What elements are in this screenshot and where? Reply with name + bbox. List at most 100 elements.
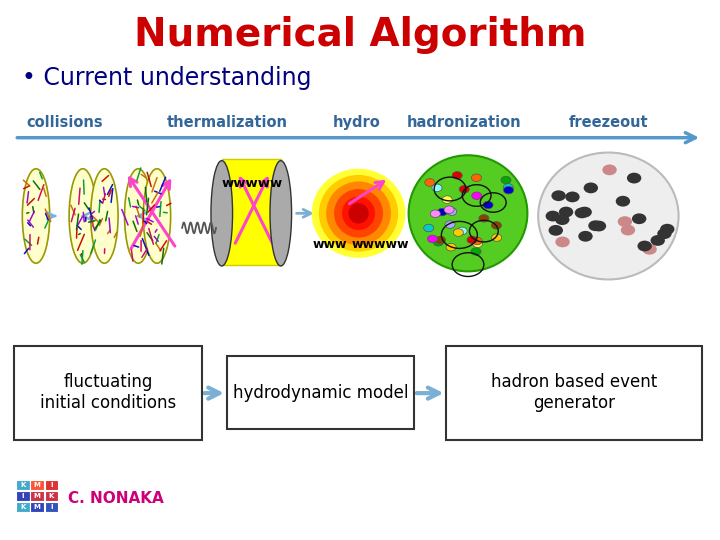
Text: hydro: hydro — [333, 114, 380, 130]
Ellipse shape — [319, 175, 398, 252]
Circle shape — [472, 192, 482, 200]
Bar — [45, 491, 58, 501]
Text: K: K — [20, 504, 25, 510]
Circle shape — [483, 201, 493, 209]
Text: Numerical Algorithm: Numerical Algorithm — [134, 16, 586, 54]
Text: C. NONAKA: C. NONAKA — [68, 491, 163, 507]
Bar — [30, 480, 44, 490]
Ellipse shape — [22, 168, 50, 263]
Circle shape — [660, 224, 675, 234]
Ellipse shape — [348, 203, 369, 224]
Ellipse shape — [125, 168, 152, 263]
Circle shape — [650, 235, 665, 246]
Text: hydrodynamic model: hydrodynamic model — [233, 384, 408, 402]
Bar — [45, 502, 58, 512]
Text: M: M — [34, 504, 40, 510]
Bar — [16, 502, 30, 512]
Circle shape — [471, 248, 481, 255]
Circle shape — [588, 220, 603, 231]
Text: hadron based event
generator: hadron based event generator — [491, 374, 657, 412]
Circle shape — [621, 225, 635, 235]
Circle shape — [549, 225, 563, 236]
Text: I: I — [22, 493, 24, 499]
Text: freezeout: freezeout — [569, 114, 648, 130]
Text: I: I — [50, 504, 53, 510]
Ellipse shape — [69, 168, 96, 263]
Circle shape — [459, 186, 469, 193]
Circle shape — [431, 210, 441, 218]
Circle shape — [437, 208, 447, 216]
Circle shape — [565, 192, 580, 202]
Circle shape — [454, 229, 464, 237]
Circle shape — [575, 207, 589, 218]
Circle shape — [577, 207, 592, 218]
Circle shape — [442, 196, 452, 204]
Circle shape — [578, 231, 593, 242]
Circle shape — [446, 208, 456, 215]
Circle shape — [637, 241, 652, 252]
Circle shape — [472, 237, 482, 245]
Circle shape — [452, 172, 462, 179]
Text: hadronization: hadronization — [407, 114, 522, 130]
Circle shape — [592, 221, 606, 232]
Ellipse shape — [270, 161, 292, 266]
Ellipse shape — [538, 152, 679, 280]
Text: wwwww: wwwww — [221, 177, 283, 190]
Circle shape — [559, 207, 573, 218]
Circle shape — [618, 216, 632, 227]
Bar — [30, 502, 44, 512]
Text: M: M — [34, 482, 40, 488]
Text: I: I — [50, 482, 53, 488]
Text: fluctuating
initial conditions: fluctuating initial conditions — [40, 374, 176, 412]
Text: K: K — [20, 482, 25, 488]
Ellipse shape — [211, 161, 233, 266]
Circle shape — [467, 236, 477, 244]
Circle shape — [492, 234, 502, 241]
Text: wwwww: wwwww — [351, 238, 409, 251]
Circle shape — [479, 214, 489, 222]
Circle shape — [433, 239, 444, 246]
Circle shape — [423, 224, 433, 232]
Ellipse shape — [409, 156, 527, 271]
Bar — [16, 480, 30, 490]
Bar — [14, 346, 202, 440]
Circle shape — [436, 236, 446, 244]
Circle shape — [503, 184, 513, 191]
Text: www: www — [312, 238, 347, 251]
Circle shape — [657, 228, 672, 239]
Circle shape — [445, 221, 455, 228]
Ellipse shape — [91, 168, 118, 263]
Circle shape — [555, 237, 570, 247]
Circle shape — [552, 190, 566, 201]
Bar — [45, 480, 58, 490]
Ellipse shape — [143, 168, 171, 263]
Text: K: K — [49, 493, 54, 499]
Circle shape — [616, 196, 630, 207]
Circle shape — [428, 235, 438, 242]
Ellipse shape — [312, 168, 405, 258]
Text: collisions: collisions — [27, 114, 103, 130]
Circle shape — [432, 184, 442, 192]
Ellipse shape — [334, 189, 383, 238]
Circle shape — [584, 183, 598, 193]
Bar — [16, 491, 30, 501]
Bar — [227, 356, 414, 429]
Text: • Current understanding: • Current understanding — [22, 66, 311, 90]
Circle shape — [503, 186, 513, 194]
Circle shape — [546, 211, 560, 221]
Circle shape — [642, 244, 657, 255]
Circle shape — [472, 240, 482, 247]
Circle shape — [603, 165, 617, 176]
Circle shape — [491, 221, 501, 229]
Bar — [30, 491, 44, 501]
Circle shape — [472, 174, 482, 181]
Circle shape — [444, 206, 454, 213]
Ellipse shape — [326, 181, 391, 245]
Bar — [222, 159, 281, 265]
Circle shape — [425, 179, 435, 186]
Text: M: M — [34, 493, 40, 499]
Circle shape — [632, 213, 647, 224]
Circle shape — [627, 173, 642, 184]
Ellipse shape — [342, 197, 375, 230]
Text: thermalization: thermalization — [166, 114, 287, 130]
